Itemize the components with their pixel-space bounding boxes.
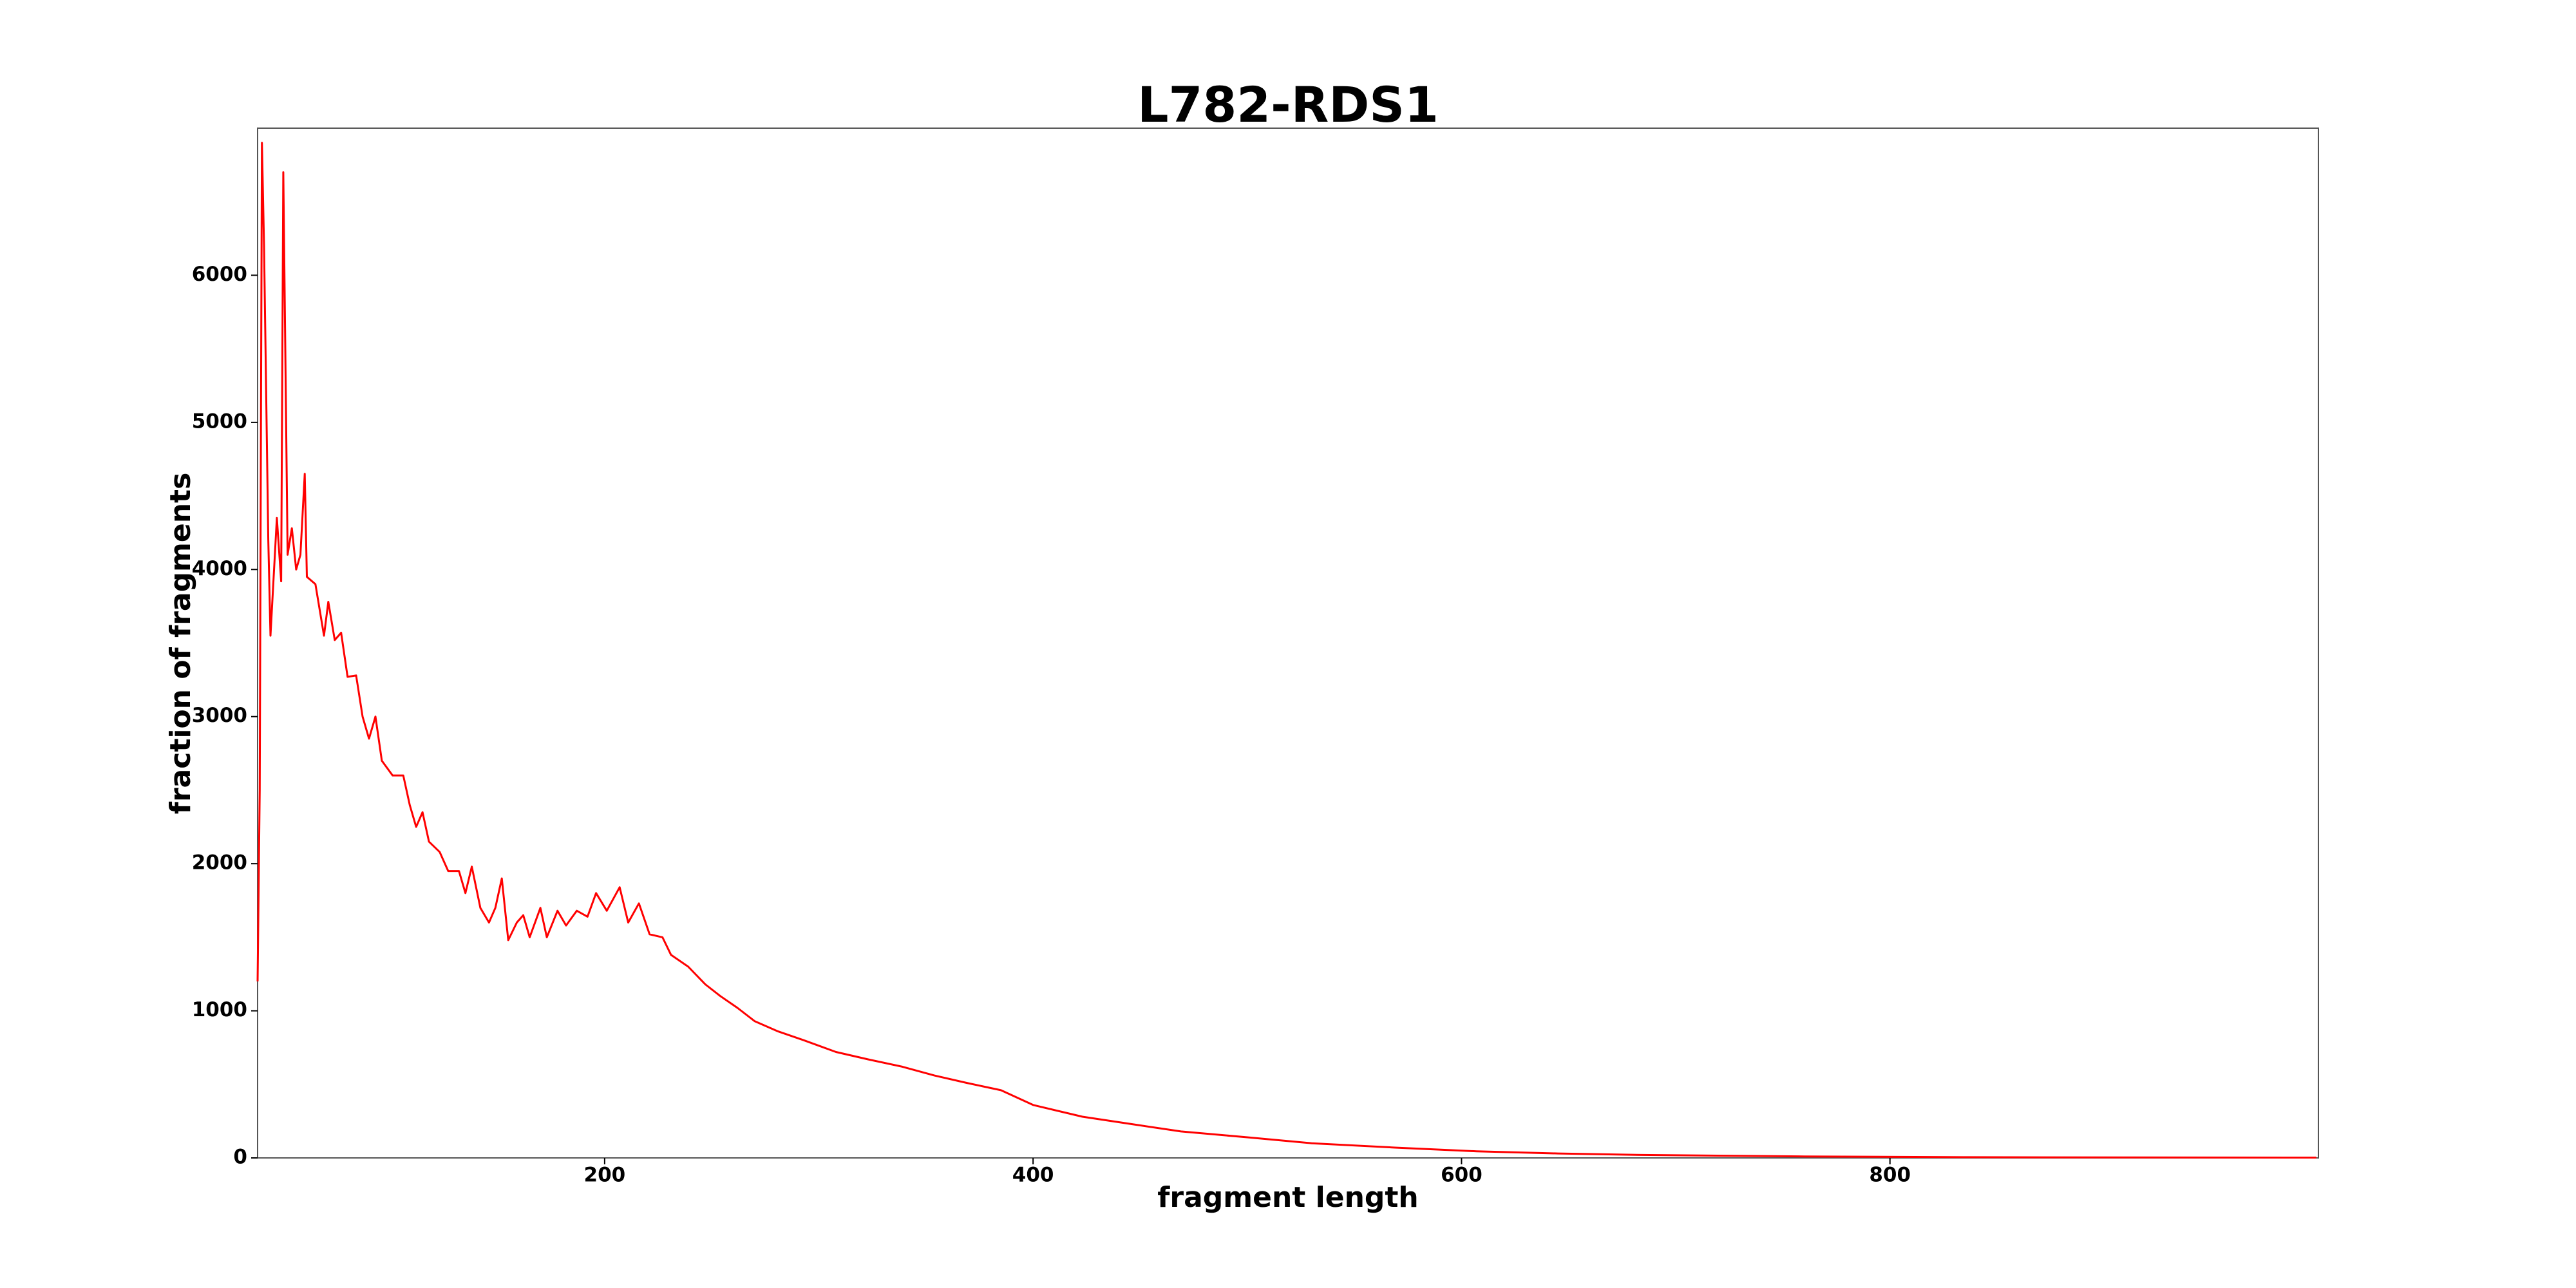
x-tick-label: 400 [1012,1164,1054,1187]
y-tick-label: 3000 [192,704,247,727]
chart-title: L782-RDS1 [1137,76,1439,133]
y-tick-label: 6000 [192,263,247,286]
y-tick-label: 4000 [192,557,247,580]
y-tick-label: 1000 [192,998,247,1021]
y-tick-label: 2000 [192,851,247,875]
y-tick-label: 5000 [192,410,247,433]
plot-frame [257,128,2319,1159]
data-line [256,142,2316,1159]
y-tick-label: 0 [233,1146,247,1169]
y-axis-label: fraction of fragments [164,473,197,815]
x-tick-label: 200 [584,1164,626,1187]
x-axis-label: fragment length [1157,1181,1419,1214]
x-tick-label: 800 [1869,1164,1911,1187]
x-tick-label: 600 [1441,1164,1482,1187]
